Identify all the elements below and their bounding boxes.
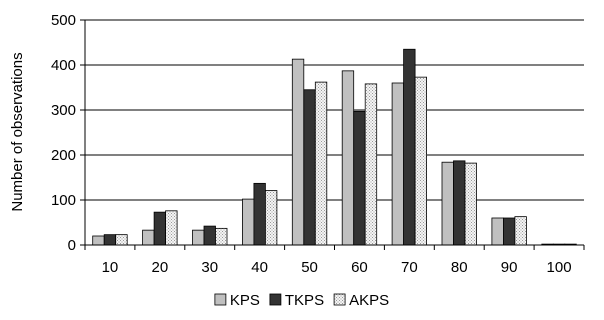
x-tick-label: 100 [547,259,572,276]
bar-kps-70 [391,82,405,246]
bar-kps-50 [291,58,305,246]
y-tick-labels: 0 100 200 300 400 500 [51,12,76,254]
bar-kps-60 [341,70,355,246]
bar-tkps-10 [103,234,117,246]
bar-akps-10 [115,234,128,246]
y-tick-label: 500 [51,12,76,29]
x-tick-label: 80 [451,259,468,276]
y-tick-label: 100 [51,192,76,209]
bar-kps-40 [241,198,255,246]
bar-tkps-70 [403,48,416,246]
bar-tkps-30 [203,225,216,246]
bar-tkps-80 [453,160,466,246]
y-tick-label: 300 [51,102,76,119]
bar-tkps-50 [303,89,316,246]
legend-swatch-kps [214,293,227,306]
legend-label-kps: KPS [230,292,260,309]
legend-swatch-akps [333,293,346,306]
bar-tkps-40 [253,182,266,246]
bar-akps-20 [165,210,178,246]
bar-kps-30 [192,229,205,246]
x-tick-label: 10 [102,259,119,276]
bar-akps-60 [364,83,378,246]
bar-kps-10 [92,235,105,246]
bar-akps-90 [514,216,527,246]
bar-akps-70 [414,76,428,246]
bar-akps-80 [464,162,477,246]
bar-kps-80 [441,161,454,246]
x-tick-label: 40 [251,259,268,276]
legend-swatch-tkps [269,293,282,306]
legend-label-akps: AKPS [349,292,389,309]
x-tick-label: 30 [201,259,218,276]
bar-tkps-90 [502,217,516,246]
x-tick-labels: 10 20 30 40 50 60 70 80 90 100 [102,259,572,276]
bar-kps-20 [142,229,155,246]
x-tick-label: 90 [501,259,518,276]
x-tick-label: 20 [152,259,169,276]
x-tick-label: 50 [301,259,318,276]
bar-akps-30 [215,227,228,246]
y-tick-label: 200 [51,147,76,164]
bars [92,48,577,246]
axes [80,19,585,250]
bar-akps-40 [264,190,278,246]
bar-kps-90 [491,217,504,246]
legend: KPS TKPS AKPS [214,292,389,309]
bar-tkps-20 [153,211,167,246]
x-tick-label: 70 [401,259,418,276]
legend-label-tkps: TKPS [285,292,324,309]
bar-tkps-60 [353,110,366,246]
gridlines [85,19,584,201]
y-tick-label: 0 [68,237,76,254]
x-tick-label: 60 [351,259,368,276]
y-axis-title: Number of observations [9,52,26,211]
bar-akps-50 [314,81,328,246]
y-tick-label: 400 [51,57,76,74]
